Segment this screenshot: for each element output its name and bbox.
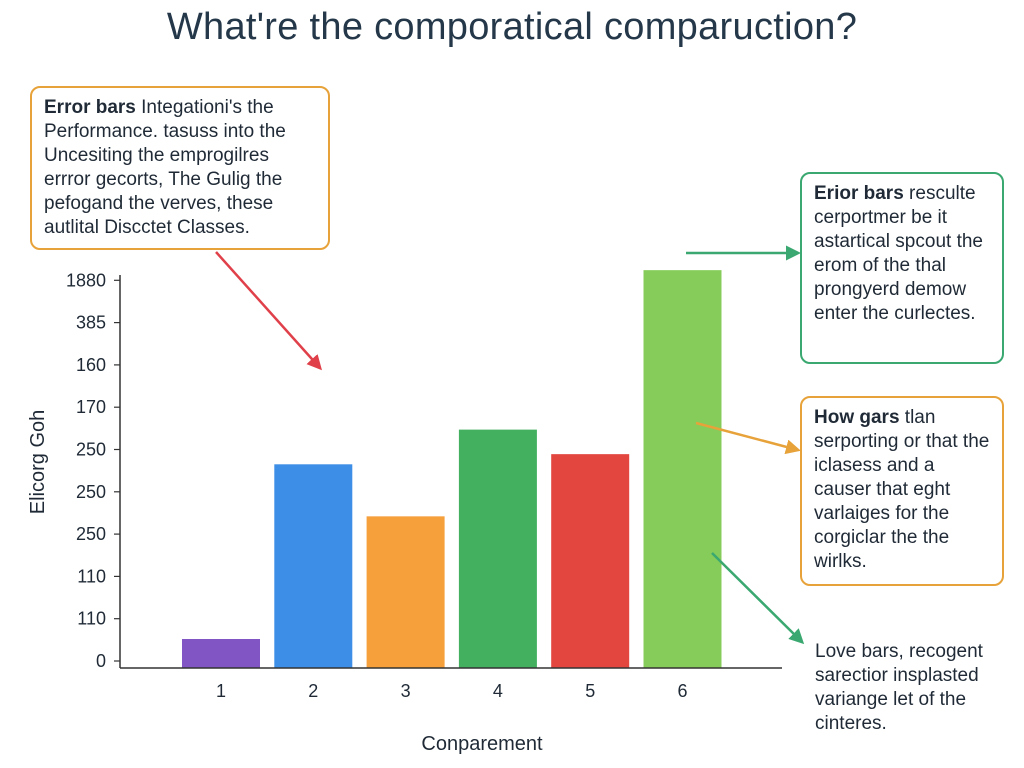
bar-1 <box>182 639 260 668</box>
x-tick-label: 1 <box>216 681 226 701</box>
bar-3 <box>366 516 445 668</box>
note-4-text: Love bars, recogent sarectior insplasted… <box>815 641 983 734</box>
x-tick-label: 3 <box>401 681 411 701</box>
y-axis-label: Elicorg Goh <box>27 410 49 515</box>
annotation-note-1: Error bars Integationi's the Performance… <box>30 86 330 250</box>
annotation-note-3: How gars tlan serporting or that the icl… <box>800 396 1004 586</box>
y-tick-label: 250 <box>76 440 106 460</box>
y-tick-label: 0 <box>96 651 106 671</box>
note-1-bold: Error bars <box>44 97 136 118</box>
x-axis-label: Conparement <box>421 733 543 755</box>
x-tick-label: 2 <box>308 681 318 701</box>
arrow-green-bottom <box>711 552 805 645</box>
note-2-text: resculte cerportmer be it astartical spc… <box>814 183 983 324</box>
y-tick-label: 250 <box>76 482 106 502</box>
bar-2 <box>274 464 353 668</box>
y-tick-label: 1880 <box>66 270 106 290</box>
bar-6 <box>643 270 722 668</box>
x-tick-label: 5 <box>585 681 595 701</box>
note-3-text: tlan serporting or that the iclasess and… <box>814 407 990 572</box>
x-tick-label: 4 <box>493 681 503 701</box>
x-tick-label: 6 <box>677 681 687 701</box>
bar-4 <box>458 429 537 668</box>
y-tick-label: 110 <box>77 566 106 586</box>
arrow-orange <box>695 421 801 455</box>
note-1-text: Integationi's the Performance. tasuss in… <box>44 97 286 238</box>
annotation-note-2: Erior bars resculte cerportmer be it ast… <box>800 172 1004 364</box>
bar-5 <box>551 454 630 668</box>
annotation-note-4: Love bars, recogent sarectior insplasted… <box>815 640 1020 736</box>
y-tick-label: 250 <box>76 524 106 544</box>
note-2-bold: Erior bars <box>814 183 904 204</box>
y-tick-label: 110 <box>77 609 106 629</box>
chart-title: What're the comporatical comparuction? <box>166 6 858 48</box>
y-tick-label: 160 <box>76 355 106 375</box>
note-3-bold: How gars <box>814 407 900 428</box>
y-tick-label: 170 <box>76 397 106 417</box>
arrow-red <box>215 251 323 371</box>
y-tick-label: 385 <box>76 313 106 333</box>
